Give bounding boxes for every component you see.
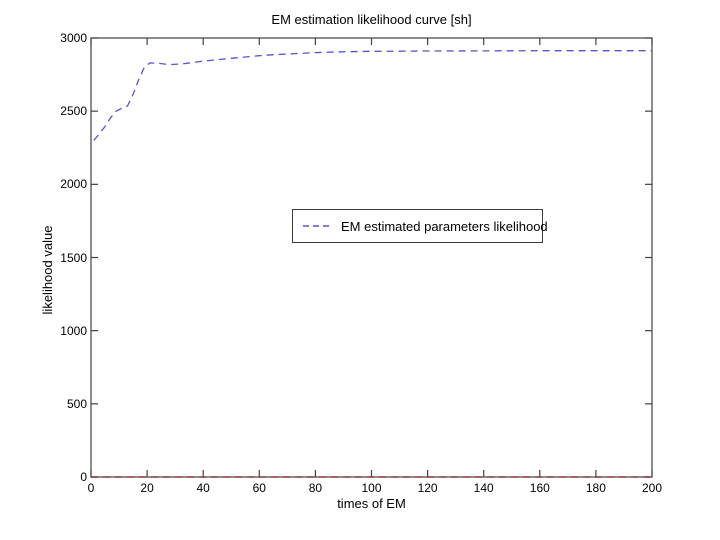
y-tick-label: 500 bbox=[66, 396, 87, 411]
legend-dashed-line-sample bbox=[303, 225, 333, 227]
x-tick-label: 40 bbox=[196, 481, 210, 495]
x-axis-label: times of EM bbox=[337, 496, 406, 511]
x-tick-label: 20 bbox=[140, 481, 154, 495]
y-axis-label: likelihood value bbox=[40, 225, 55, 315]
x-tick-label: 80 bbox=[308, 481, 323, 495]
x-tick-label: 100 bbox=[361, 481, 382, 495]
x-tick-label: 160 bbox=[529, 481, 550, 495]
legend-entry-label: EM estimated parameters likelihood bbox=[341, 218, 548, 234]
y-tick-label: 2000 bbox=[60, 177, 87, 192]
y-tick-label: 3000 bbox=[60, 31, 87, 45]
y-tick-label: 0 bbox=[80, 470, 87, 484]
x-tick-label: 200 bbox=[641, 481, 663, 495]
legend-box: EM estimated parameters likelihood bbox=[292, 209, 548, 243]
x-tick-label: 140 bbox=[473, 481, 494, 495]
axes-box bbox=[90, 37, 653, 478]
series-line-0 bbox=[93, 50, 652, 141]
x-tick-label: 180 bbox=[585, 481, 606, 495]
x-tick-label: 120 bbox=[417, 481, 438, 495]
x-tick-label: 60 bbox=[252, 481, 266, 495]
y-tick-label: 1500 bbox=[60, 250, 87, 265]
x-tick-label: 0 bbox=[87, 481, 95, 495]
y-tick-label: 1000 bbox=[60, 323, 87, 338]
y-tick-label: 2500 bbox=[60, 104, 87, 119]
chart-title: EM estimation likelihood curve [sh] bbox=[271, 12, 472, 27]
